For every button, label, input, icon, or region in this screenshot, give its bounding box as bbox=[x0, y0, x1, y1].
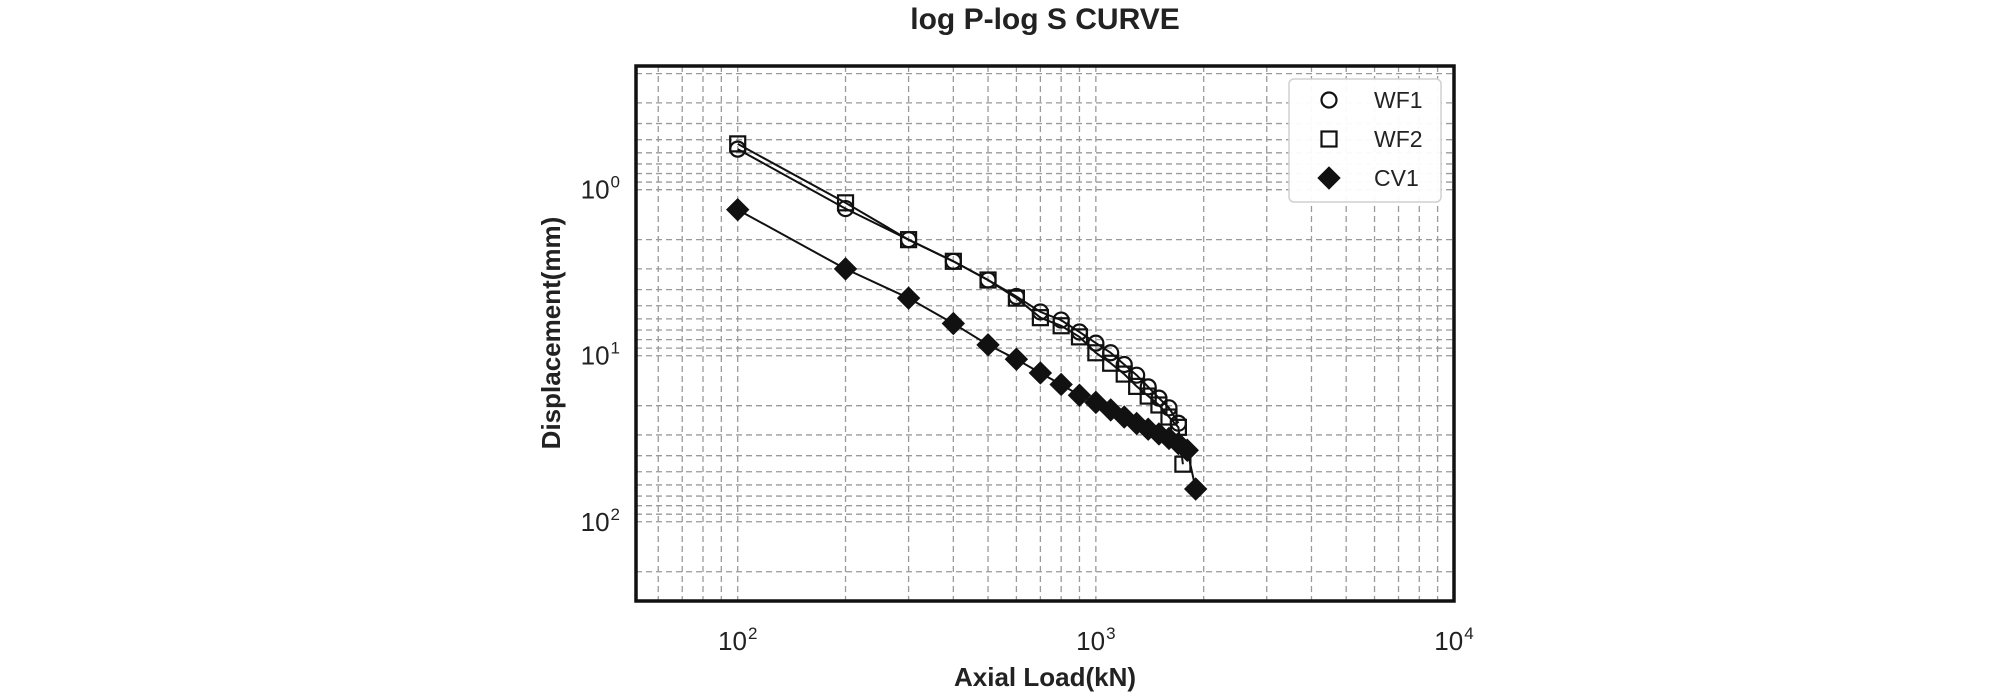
y-tick-label: 10 1 bbox=[581, 339, 620, 371]
y-tick-label-exponent: 2 bbox=[611, 505, 620, 524]
y-tick-label-exponent: 0 bbox=[611, 173, 620, 192]
series-wf2-point bbox=[979, 271, 997, 289]
chart-title: log P-log S CURVE bbox=[910, 3, 1179, 36]
series-cv1-point bbox=[1004, 347, 1029, 371]
series-wf2-point bbox=[1070, 328, 1089, 346]
series-cv1-point bbox=[976, 333, 1000, 357]
series-wf1-point bbox=[1115, 355, 1133, 374]
y-tick-label-base: 10 bbox=[581, 341, 610, 371]
x-tick-label: 10 2 bbox=[718, 624, 757, 656]
plot-frame bbox=[634, 64, 1456, 603]
series-wf2-point bbox=[899, 231, 918, 249]
legend-cv1-label: CV1 bbox=[1374, 165, 1419, 191]
series-cv1-point bbox=[941, 311, 966, 336]
series-wf1-point bbox=[1128, 366, 1146, 384]
series-wf2-point bbox=[1150, 396, 1168, 414]
series-wf2-point bbox=[1128, 377, 1146, 395]
series-wf1-point bbox=[1102, 344, 1120, 362]
y-tick-label: 10 0 bbox=[581, 173, 620, 205]
plot-series bbox=[726, 135, 1208, 501]
x-tick-label-base: 10 bbox=[1076, 626, 1105, 656]
legend-cv1-marker bbox=[1317, 166, 1341, 190]
y-tick-label-exponent: 1 bbox=[611, 339, 620, 358]
series-wf2-point bbox=[836, 194, 855, 212]
x-tick-label-exponent: 2 bbox=[748, 624, 757, 643]
y-tick-label-base: 10 bbox=[581, 175, 610, 205]
series-cv1-point bbox=[833, 257, 858, 281]
series-wf1-point bbox=[1087, 334, 1105, 352]
x-axis-label: Axial Load(kN) bbox=[954, 662, 1136, 692]
x-tick-label-exponent: 3 bbox=[1106, 624, 1115, 643]
series-wf2-point bbox=[1115, 365, 1133, 383]
series-wf2 bbox=[729, 135, 1192, 473]
legend-wf2-marker bbox=[1320, 130, 1338, 148]
series-cv1-point bbox=[1175, 438, 1199, 462]
x-tick-label-base: 10 bbox=[1434, 626, 1463, 656]
series-wf2-point bbox=[1007, 289, 1026, 307]
series-wf1-point bbox=[729, 140, 747, 158]
series-cv1 bbox=[726, 197, 1208, 501]
series-wf2-point bbox=[1102, 354, 1120, 372]
series-wf2-point bbox=[1052, 317, 1070, 335]
x-tick-label: 10 3 bbox=[1076, 624, 1115, 656]
legend-wf1-marker bbox=[1320, 91, 1338, 109]
series-cv1-point bbox=[1067, 383, 1092, 407]
y-tick-label-base: 10 bbox=[581, 507, 610, 537]
series-wf2-point bbox=[1160, 408, 1178, 426]
series-wf2-point bbox=[729, 135, 747, 153]
series-wf1-point bbox=[1139, 378, 1157, 396]
legend-entry-wf2: WF2 bbox=[1320, 126, 1423, 152]
series-cv1-line bbox=[737, 208, 1197, 490]
series-wf2-point bbox=[1087, 344, 1105, 362]
y-axis-label: Displacement(mm) bbox=[536, 217, 566, 450]
x-tick-label: 10 4 bbox=[1434, 624, 1473, 656]
legend-entry-wf1: WF1 bbox=[1320, 87, 1423, 113]
series-wf1 bbox=[729, 140, 1187, 432]
series-cv1-point bbox=[726, 197, 750, 222]
legend: WF1 WF2 CV1 bbox=[1288, 78, 1442, 203]
x-tick-label-base: 10 bbox=[718, 626, 747, 656]
series-cv1-point bbox=[1183, 477, 1208, 501]
series-wf2-point bbox=[1139, 387, 1157, 405]
tick-labels: 10 2 10 3 10 410 010 110 2 bbox=[581, 173, 1474, 656]
legend-wf1-label: WF1 bbox=[1374, 87, 1423, 113]
series-cv1-point bbox=[1028, 361, 1053, 385]
legend-entry-cv1: CV1 bbox=[1317, 165, 1419, 191]
series-cv1-point bbox=[896, 286, 921, 310]
legend-wf2-label: WF2 bbox=[1374, 126, 1423, 152]
y-tick-label: 10 2 bbox=[581, 505, 620, 537]
series-wf2-point bbox=[944, 252, 962, 270]
series-cv1-point bbox=[1049, 372, 1073, 397]
series-wf2-point bbox=[1031, 309, 1049, 327]
x-tick-label-exponent: 4 bbox=[1464, 624, 1473, 643]
